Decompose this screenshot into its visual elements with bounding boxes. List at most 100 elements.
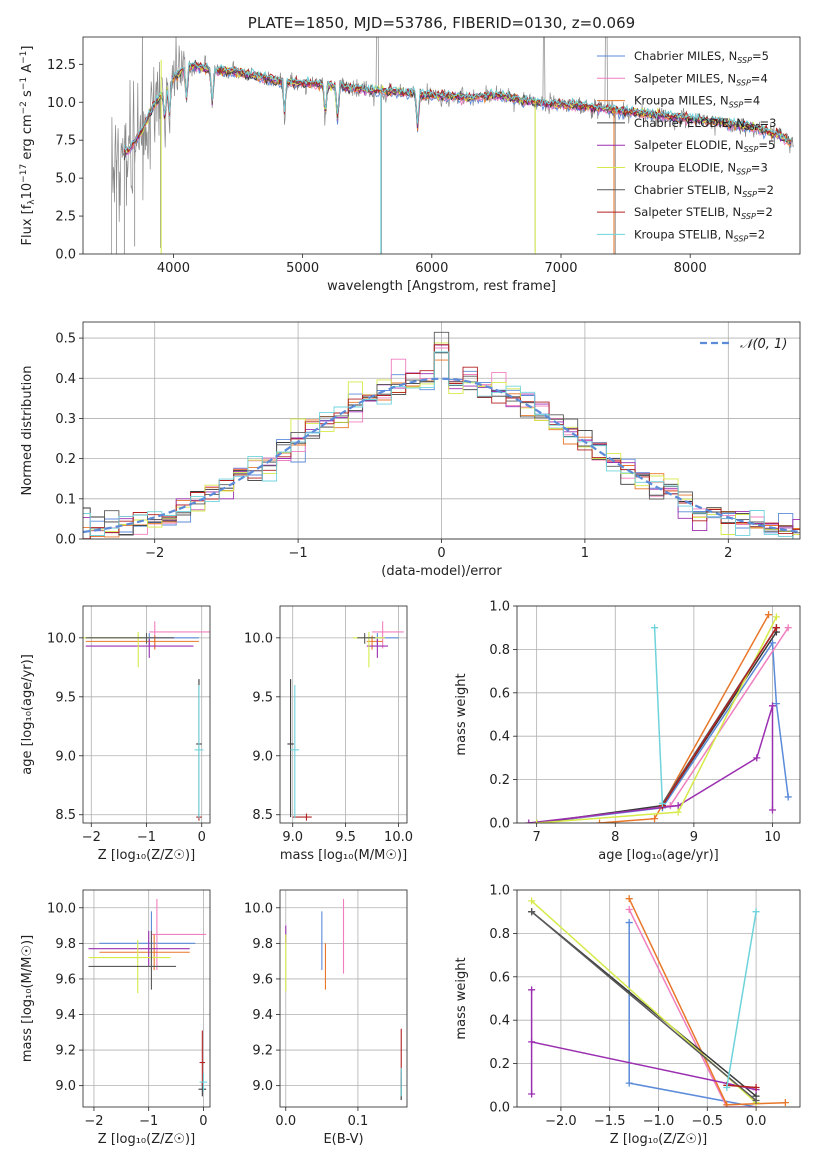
data-point-marker bbox=[768, 806, 776, 814]
legend-n: N bbox=[732, 205, 741, 219]
x-tick-label: −1 bbox=[289, 546, 308, 561]
errorbar-point-salpeter-elodie bbox=[88, 930, 190, 967]
series-line bbox=[628, 909, 757, 1107]
x-tick-label: 7000 bbox=[544, 261, 577, 276]
x-tick-label: 4000 bbox=[157, 261, 190, 276]
y-axis-label-part: 10 bbox=[20, 183, 35, 200]
data-point-marker bbox=[772, 700, 780, 708]
x-tick-label: −2 bbox=[82, 830, 101, 845]
legend-nssp-value: 3 bbox=[760, 161, 767, 175]
legend-model-name: Salpeter MILES bbox=[634, 71, 720, 85]
y-tick-label: 0.3 bbox=[55, 412, 76, 427]
data-point-marker bbox=[533, 819, 541, 823]
legend-ssp-sub: SSP bbox=[737, 56, 752, 65]
data-point-marker bbox=[768, 702, 776, 710]
y-tick-label: 0.0 bbox=[55, 533, 76, 548]
x-axis-label: Z [log₁₀(Z/Z☉)] bbox=[98, 1132, 195, 1147]
legend-sep: , bbox=[720, 161, 727, 175]
data-point-marker bbox=[651, 624, 659, 632]
legend-nssp-value: 2 bbox=[767, 183, 774, 197]
legend-eq: = bbox=[751, 71, 761, 85]
x-tick-label: 0 bbox=[437, 546, 445, 561]
legend-ssp-sub: SSP bbox=[736, 168, 751, 177]
y-tick-label: 10.0 bbox=[244, 901, 273, 916]
y-tick-label: 2.5 bbox=[55, 210, 76, 225]
y-tick-label: 9.6 bbox=[55, 972, 76, 987]
data-point-marker bbox=[528, 1090, 536, 1098]
y-tick-label: 0.2 bbox=[489, 1057, 510, 1072]
y-axis-label: mass weight bbox=[454, 673, 469, 755]
weight-vs-age-panel: 7 8 9 10 0.0 0.2 0.4 0.6 0.8 1.0 age [log₁₀(age/yr… bbox=[454, 600, 801, 863]
y-tick-label: 9.0 bbox=[55, 1079, 76, 1094]
y-tick-label: 9.0 bbox=[252, 1079, 273, 1094]
y-axis-label: age [log₁₀(age/yr)] bbox=[20, 654, 35, 775]
series-chabrier-stelib bbox=[528, 908, 760, 1104]
legend-ssp-sub: SSP bbox=[744, 145, 759, 154]
histogram-salpeter-stelib bbox=[83, 344, 800, 539]
data-point-marker bbox=[674, 802, 682, 810]
y-axis-label-part: λ bbox=[27, 199, 37, 205]
gaussian-curve bbox=[83, 377, 800, 534]
x-tick-label: −2 bbox=[145, 546, 164, 561]
errorbar-point-chabrier-miles bbox=[361, 633, 399, 645]
data-point-marker bbox=[651, 815, 659, 823]
y-tick-label: 9.2 bbox=[252, 1044, 273, 1059]
series-line bbox=[726, 911, 757, 1088]
y-tick-label: 0.6 bbox=[489, 970, 510, 985]
x-tick-label: 2 bbox=[724, 546, 732, 561]
data-point-marker bbox=[781, 1099, 789, 1107]
y-tick-label: 10.0 bbox=[47, 901, 76, 916]
y-tick-label: 8.5 bbox=[55, 808, 76, 823]
y-tick-label: 0.2 bbox=[55, 452, 76, 467]
legend-model-name: Chabrier MILES bbox=[634, 49, 721, 63]
weight-lines bbox=[525, 611, 792, 823]
y-tick-label: 0.1 bbox=[55, 492, 76, 507]
legend-nssp-value: 3 bbox=[769, 116, 776, 130]
x-axis-label: age [log₁₀(age/yr)] bbox=[598, 848, 719, 863]
data-point-marker bbox=[625, 906, 633, 914]
data-point-marker bbox=[625, 895, 633, 903]
y-tick-label: 9.6 bbox=[252, 972, 273, 987]
histogram-chabrier-elodie bbox=[83, 352, 800, 539]
errorbars bbox=[285, 898, 402, 1100]
y-tick-label: 0.2 bbox=[489, 773, 510, 788]
model-line-kroupa-miles bbox=[123, 64, 792, 158]
legend-entry: Salpeter ELODIE, NSSP=5 bbox=[634, 138, 775, 154]
y-tick-label: 9.2 bbox=[55, 1044, 76, 1059]
legend-ssp-sub: SSP bbox=[745, 123, 760, 132]
data-point-marker bbox=[525, 819, 533, 823]
x-axis-label: E(B-V) bbox=[323, 1132, 363, 1147]
x-tick-label: 0.0 bbox=[275, 1114, 296, 1129]
y-axis-label: Flux [fλ10−17 erg cm−2 s−1 A−1] bbox=[19, 46, 37, 246]
y-tick-label: 12.5 bbox=[47, 58, 76, 73]
y-axis-label-part: Flux [f bbox=[20, 204, 35, 245]
x-tick-label: 10 bbox=[764, 830, 781, 845]
x-tick-label: 0.0 bbox=[746, 1114, 767, 1129]
series-kroupa-elodie bbox=[533, 613, 780, 823]
errorbar-point-salpeter-elodie bbox=[366, 639, 388, 658]
weight-vs-Z-panel: −2.0 −1.5 −1.0 −0.5 0.0 0.0 0.2 0.4 0.6 0.8 1.0 Z [… bbox=[454, 884, 801, 1147]
x-tick-label: 0 bbox=[198, 830, 206, 845]
y-axis-label-part: s bbox=[20, 90, 35, 101]
x-tick-label: −0.5 bbox=[692, 1114, 724, 1129]
errorbar-point-kroupa-elodie bbox=[353, 631, 385, 668]
legend-n: N bbox=[734, 183, 743, 197]
y-tick-label: 9.4 bbox=[55, 1008, 76, 1023]
errorbar-point-salpeter-stelib bbox=[199, 1030, 206, 1086]
y-tick-label: 9.0 bbox=[55, 749, 76, 764]
legend-model-name: Chabrier STELIB bbox=[634, 183, 726, 197]
x-axis-label: (data-model)/error bbox=[381, 564, 502, 579]
legend-sep: , bbox=[718, 227, 725, 241]
y-axis-label: Normed distribution bbox=[20, 366, 35, 496]
y-tick-label: 0.0 bbox=[55, 248, 76, 263]
series-line bbox=[661, 627, 778, 807]
y-tick-label: 9.4 bbox=[252, 1008, 273, 1023]
errorbar-point-chabrier-miles bbox=[99, 911, 196, 971]
age-vs-Z-panel: −2 −1 0 8.5 9.0 9.5 10.0 Z [log₁₀(Z/Z☉)] age [lo… bbox=[20, 605, 211, 863]
x-tick-label: 8 bbox=[611, 830, 619, 845]
x-tick-label: −2 bbox=[84, 1114, 103, 1129]
legend-model-name: Salpeter ELODIE bbox=[634, 138, 728, 152]
axes-frame bbox=[279, 605, 408, 824]
series-kroupa-miles bbox=[596, 611, 773, 823]
legend-n: N bbox=[727, 71, 736, 85]
